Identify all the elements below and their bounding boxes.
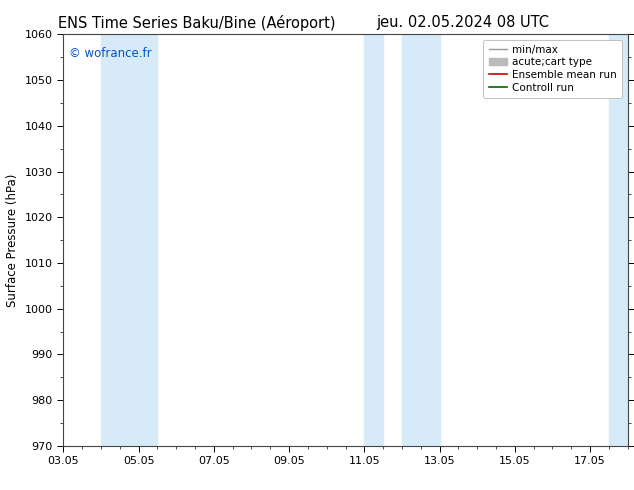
- Bar: [609, 34, 628, 446]
- Text: © wofrance.fr: © wofrance.fr: [69, 47, 152, 60]
- Bar: [101, 34, 139, 446]
- Bar: [139, 34, 157, 446]
- Text: jeu. 02.05.2024 08 UTC: jeu. 02.05.2024 08 UTC: [377, 15, 549, 30]
- Legend: min/max, acute;cart type, Ensemble mean run, Controll run: min/max, acute;cart type, Ensemble mean …: [483, 40, 623, 98]
- Bar: [402, 34, 439, 446]
- Bar: [365, 34, 383, 446]
- Y-axis label: Surface Pressure (hPa): Surface Pressure (hPa): [6, 173, 19, 307]
- Text: ENS Time Series Baku/Bine (Aéroport): ENS Time Series Baku/Bine (Aéroport): [58, 15, 335, 31]
